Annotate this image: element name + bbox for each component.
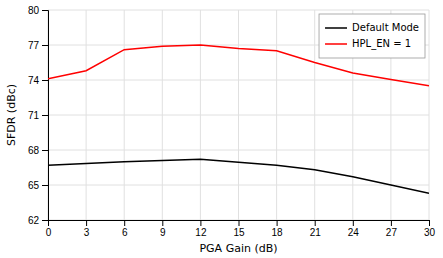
y-axis-title: SFDR (dBc)	[5, 84, 18, 146]
x-axis-domain	[49, 221, 430, 227]
y-axis-domain	[42, 11, 49, 221]
x-axis-tick: 27	[386, 220, 398, 238]
x-axis-tick-label: 0	[46, 227, 52, 238]
x-axis-tick-label: 12	[195, 227, 207, 238]
legend-swatch	[325, 43, 347, 45]
x-axis-tick: 3	[84, 220, 90, 238]
y-axis-tick: 65	[28, 180, 48, 191]
x-axis-tick-label: 9	[160, 227, 166, 238]
x-axis-tick: 0	[46, 220, 52, 238]
y-axis-tick: 80	[28, 5, 48, 16]
y-axis-tick: 74	[28, 75, 48, 86]
x-axis-tick-mark	[391, 220, 392, 226]
y-axis-tick-mark	[42, 80, 48, 81]
y-axis-tick-label: 68	[28, 145, 40, 156]
x-axis-tick-mark	[162, 220, 163, 226]
y-axis-tick-mark	[42, 220, 48, 221]
series-line	[48, 159, 429, 193]
x-axis: 0 3 6 9 12 15 18 21 24 27 30	[46, 220, 436, 238]
y-axis-tick-label: 71	[28, 110, 40, 121]
x-axis-tick-mark	[86, 220, 87, 226]
y-axis-tick-mark	[42, 185, 48, 186]
x-axis-tick: 21	[310, 220, 322, 238]
y-grid-line	[48, 115, 429, 116]
x-axis-tick-label: 27	[386, 227, 398, 238]
x-axis-tick-label: 15	[233, 227, 245, 238]
y-axis: 62 65 68 71 74 77 80	[28, 5, 49, 226]
x-axis-tick-mark	[200, 220, 201, 226]
x-axis-tick-label: 3	[84, 227, 90, 238]
y-axis-tick: 68	[28, 145, 48, 156]
y-grid-line	[48, 150, 429, 151]
lines	[48, 45, 429, 193]
y-grid-line	[48, 80, 429, 81]
x-axis-tick-mark	[277, 220, 278, 226]
x-axis-tick-mark	[239, 220, 240, 226]
y-axis-tick-mark	[42, 10, 48, 11]
x-axis-tick-label: 30	[424, 227, 436, 238]
y-axis-tick: 62	[28, 215, 48, 226]
y-axis-tick: 77	[28, 40, 48, 51]
y-axis-tick-label: 65	[28, 180, 40, 191]
x-axis-tick-label: 6	[122, 227, 128, 238]
x-axis-tick: 15	[233, 220, 245, 238]
chart: 0 3 6 9 12 15 18 21 24 27 30 62 65 68 71 74 77 80 Default …	[0, 0, 443, 258]
grid	[48, 10, 429, 220]
legend-label: HPL_EN = 1	[352, 38, 411, 50]
x-axis-tick: 6	[122, 220, 128, 238]
x-axis-title: PGA Gain (dB)	[199, 242, 277, 255]
y-axis-tick-mark	[42, 115, 48, 116]
legend: Default Mode HPL_EN = 1	[319, 14, 425, 58]
x-axis-tick-mark	[315, 220, 316, 226]
legend-label: Default Mode	[352, 22, 419, 33]
x-axis-tick-mark	[353, 220, 354, 226]
x-axis-tick: 18	[272, 220, 284, 238]
y-axis-tick-mark	[42, 150, 48, 151]
x-axis-tick: 30	[424, 220, 436, 238]
y-grid-line	[48, 185, 429, 186]
x-axis-tick: 12	[195, 220, 207, 238]
y-axis-tick: 71	[28, 110, 48, 121]
y-axis-tick-label: 74	[28, 75, 40, 86]
x-axis-tick: 24	[348, 220, 360, 238]
y-axis-tick-label: 62	[28, 215, 40, 226]
plot: 0 3 6 9 12 15 18 21 24 27 30 62 65 68 71 74 77 80 Default …	[28, 5, 436, 238]
y-axis-tick-label: 77	[28, 40, 40, 51]
x-axis-tick-label: 18	[272, 227, 284, 238]
y-axis-tick-label: 80	[28, 5, 40, 16]
x-axis-tick-label: 24	[348, 227, 360, 238]
y-grid-line	[48, 10, 429, 11]
x-axis-tick: 9	[160, 220, 166, 238]
x-axis-tick-label: 21	[310, 227, 322, 238]
x-axis-tick-mark	[124, 220, 125, 226]
legend-box	[319, 14, 425, 58]
x-axis-tick-mark	[429, 220, 430, 226]
legend-swatch	[325, 27, 347, 29]
y-axis-tick-mark	[42, 45, 48, 46]
